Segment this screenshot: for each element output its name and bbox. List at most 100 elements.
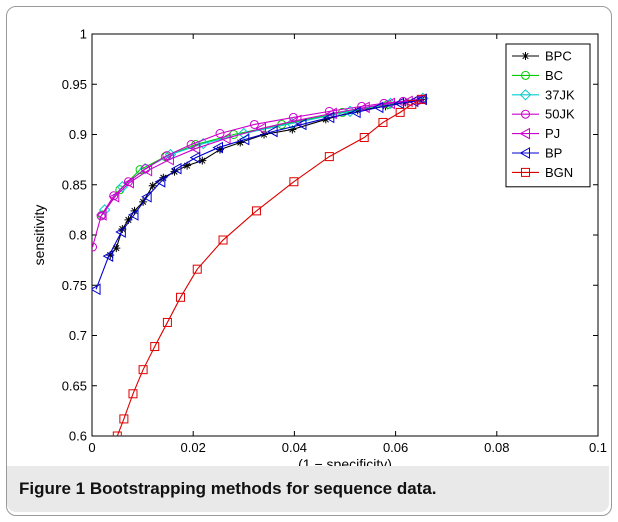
- data-point: [393, 97, 405, 110]
- data-point: [407, 99, 417, 109]
- data-point: [290, 114, 302, 127]
- data-point: [323, 111, 335, 124]
- data-point: [124, 215, 133, 224]
- data-point: [249, 119, 259, 129]
- y-axis-title: sensitivity: [31, 205, 47, 266]
- data-point: [251, 206, 261, 216]
- legend-entry-bc: BC: [512, 68, 563, 83]
- legend-label: BPC: [545, 49, 572, 64]
- data-point: [519, 127, 530, 140]
- data-point: [154, 175, 166, 188]
- legend-entry-50jk: 50JK: [512, 107, 575, 122]
- y-tick-label: 0.95: [62, 77, 87, 92]
- data-point: [236, 138, 245, 147]
- x-tick-label: 0.04: [282, 440, 307, 455]
- y-tick-label: 0.9: [69, 127, 87, 142]
- x-tick-label: 0.02: [181, 440, 206, 455]
- data-point: [288, 125, 297, 134]
- legend-entry-bp: BP: [512, 146, 562, 161]
- data-point: [416, 94, 426, 104]
- data-point: [92, 283, 101, 296]
- legend-entry-pj: PJ: [512, 126, 560, 141]
- data-point: [108, 190, 120, 203]
- data-point: [119, 414, 129, 424]
- data-point: [183, 161, 192, 170]
- data-point: [112, 431, 122, 436]
- data-point: [130, 206, 139, 215]
- legend-entry-bgn: BGN: [512, 165, 573, 180]
- data-point: [123, 177, 133, 187]
- y-tick-label: 0.8: [69, 228, 87, 243]
- axis-ticks: 0 0.02 0.04 0.06 0.08 0.1 0.6 0.65 0.7 0.75 0.8 0.8…: [62, 27, 607, 456]
- data-point: [128, 389, 138, 399]
- data-point: [96, 211, 106, 221]
- data-point: [170, 167, 179, 176]
- data-point: [519, 147, 530, 159]
- data-point: [519, 89, 532, 101]
- y-tick-label: 0.85: [62, 177, 87, 192]
- legend-entry-37jk: 37JK: [512, 87, 575, 102]
- series-bp: [92, 93, 427, 296]
- data-point: [176, 292, 186, 302]
- data-point: [162, 317, 172, 327]
- legend: BPC BC 37JK 50JK PJ BP BGN: [505, 43, 591, 188]
- data-point: [238, 133, 250, 146]
- data-point: [197, 137, 210, 150]
- data-point: [215, 128, 225, 138]
- data-point: [267, 125, 278, 138]
- data-point: [395, 107, 405, 117]
- data-point: [521, 70, 530, 80]
- y-tick-label: 0.65: [62, 378, 87, 393]
- data-point: [326, 107, 337, 120]
- data-point: [378, 117, 388, 127]
- data-point: [189, 151, 201, 164]
- legend-label: 37JK: [545, 87, 575, 102]
- data-point: [96, 209, 107, 221]
- data-point: [189, 142, 201, 155]
- x-tick-label: 0: [88, 440, 95, 455]
- data-point: [148, 181, 157, 190]
- data-point: [357, 101, 367, 111]
- caption-bar: Figure 1 Bootstrapping methods for seque…: [7, 466, 609, 512]
- x-tick-label: 0.1: [589, 440, 607, 455]
- data-point: [218, 235, 228, 245]
- series-bgn: [112, 94, 426, 436]
- x-tick-label: 0.06: [383, 440, 408, 455]
- legend-label: PJ: [545, 126, 560, 141]
- data-point: [521, 52, 530, 60]
- data-point: [359, 133, 369, 143]
- y-tick-label: 0.7: [69, 328, 87, 343]
- data-point: [92, 242, 98, 252]
- data-point: [115, 226, 126, 238]
- data-point: [350, 106, 361, 119]
- series-line: [92, 98, 423, 248]
- figure-caption-text: Bootstrapping methods for sequence data.: [89, 479, 437, 498]
- data-point: [295, 118, 307, 131]
- legend-label: BC: [545, 68, 563, 83]
- data-point: [220, 132, 231, 145]
- data-point: [141, 164, 153, 177]
- y-tick-label: 0.6: [69, 429, 87, 444]
- data-point: [127, 209, 139, 221]
- data-point: [521, 109, 530, 119]
- legend-label: BP: [545, 146, 562, 161]
- data-point: [359, 101, 370, 114]
- data-point: [192, 264, 202, 274]
- data-point: [102, 250, 114, 262]
- data-point: [321, 115, 330, 124]
- data-point: [521, 167, 530, 177]
- roc-chart: 0 0.02 0.04 0.06 0.08 0.1 0.6 0.65 0.7 0.75 0.8 0.8…: [31, 27, 607, 471]
- data-point: [416, 93, 427, 106]
- series-line: [116, 98, 422, 436]
- legend-entry-bpc: BPC: [512, 49, 572, 64]
- data-point: [289, 177, 299, 187]
- data-point: [324, 152, 334, 162]
- legend-label: BGN: [545, 165, 573, 180]
- data-point: [150, 342, 160, 352]
- data-point: [112, 244, 121, 253]
- figure-caption: Figure 1 Bootstrapping methods for seque…: [19, 479, 437, 499]
- legend-label: 50JK: [545, 107, 575, 122]
- series-line: [95, 98, 423, 290]
- data-point: [109, 191, 119, 201]
- data-point: [170, 162, 182, 175]
